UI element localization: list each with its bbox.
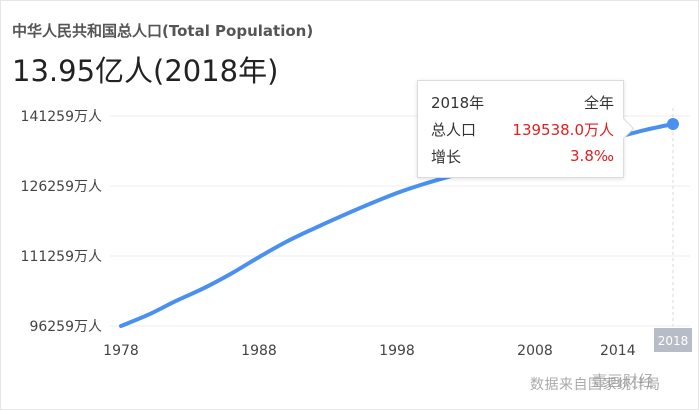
data-point[interactable] bbox=[367, 202, 371, 206]
y-tick-label: 111259万人 bbox=[21, 249, 102, 265]
x-tick-label: 2014 bbox=[600, 343, 636, 359]
data-point[interactable] bbox=[395, 191, 399, 195]
x-tick-label: 1988 bbox=[241, 343, 277, 359]
data-point[interactable] bbox=[312, 226, 316, 230]
watermark-text: 数据来自国家统计局 bbox=[530, 377, 661, 393]
data-point[interactable] bbox=[257, 255, 261, 259]
x-highlight-marker: 2018 bbox=[654, 108, 692, 352]
tooltip-total-label: 总人口 bbox=[431, 120, 477, 139]
data-point[interactable] bbox=[119, 324, 123, 328]
data-point[interactable] bbox=[423, 182, 427, 186]
headline-value: 13.95亿人(2018年) bbox=[12, 54, 279, 88]
highlight-x-badge bbox=[654, 328, 692, 352]
highlight-x-label: 2018 bbox=[658, 334, 689, 348]
watermark: 数据来自国家统计局 壹画财经 bbox=[530, 372, 661, 394]
data-point[interactable] bbox=[229, 272, 233, 276]
y-tick-label: 141259万人 bbox=[21, 109, 102, 125]
tooltip-period: 全年 bbox=[583, 93, 614, 112]
tooltip-growth-label: 增长 bbox=[431, 147, 462, 166]
tooltip-growth-value: 3.8‰ bbox=[570, 147, 614, 165]
highlighted-data-point[interactable] bbox=[667, 118, 679, 131]
chart-title: 中华人民共和国总人口(Total Population) bbox=[12, 22, 314, 40]
data-point[interactable] bbox=[340, 214, 344, 218]
tooltip-row-period: 2018年 全年 bbox=[431, 90, 614, 114]
tooltip-row-total: 总人口 139538.0万人 bbox=[431, 117, 614, 141]
y-tick-label: 96259万人 bbox=[29, 319, 102, 335]
tooltip-row-growth: 增长 3.8‰ bbox=[431, 144, 614, 168]
data-point[interactable] bbox=[285, 240, 289, 244]
x-tick-label: 2008 bbox=[517, 343, 553, 359]
data-point[interactable] bbox=[643, 128, 647, 132]
x-axis-tick-labels: 1978 1988 1998 2008 2014 bbox=[103, 343, 636, 359]
data-point[interactable] bbox=[202, 286, 206, 290]
tooltip-total-value: 139538.0万人 bbox=[512, 120, 614, 139]
y-axis-tick-labels: 96259万人 111259万人 126259万人 141259万人 bbox=[21, 109, 102, 335]
data-point[interactable] bbox=[174, 299, 178, 303]
data-point[interactable] bbox=[147, 313, 151, 317]
watermark-overlay: 壹画财经 bbox=[592, 372, 655, 390]
tooltip-year: 2018年 bbox=[431, 93, 485, 112]
y-tick-label: 126259万人 bbox=[21, 179, 102, 195]
data-tooltip: 2018年 全年 总人口 139538.0万人 增长 3.8‰ bbox=[417, 80, 635, 178]
x-tick-label: 1998 bbox=[379, 343, 415, 359]
x-tick-label: 1978 bbox=[103, 343, 139, 359]
